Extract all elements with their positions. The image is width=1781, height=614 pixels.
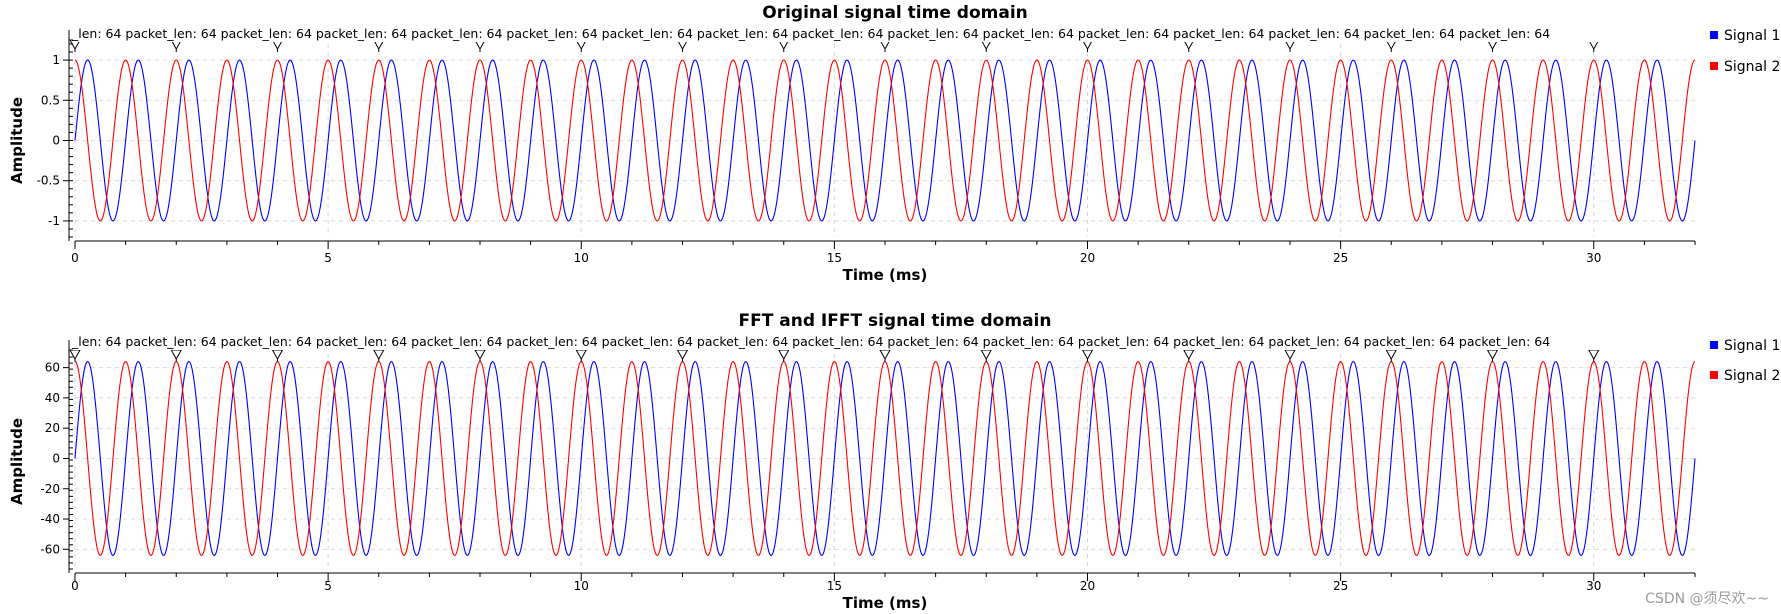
- y-tick-label: 20: [45, 421, 60, 435]
- legend-swatch-2: [1710, 62, 1718, 70]
- y-tick-label: -20: [40, 482, 60, 496]
- y-tick-label: -40: [40, 512, 60, 526]
- x-tick-label: 30: [1586, 579, 1601, 593]
- y-axis-label: Amplitude: [8, 97, 26, 184]
- y-axis-label: Amplitude: [8, 418, 26, 505]
- plot-canvas: [75, 30, 1695, 237]
- legend-label-2: Signal 2: [1724, 59, 1780, 75]
- x-tick-label: 30: [1586, 251, 1601, 265]
- y-tick-label: -60: [40, 542, 60, 556]
- x-tick-label: 0: [71, 251, 79, 265]
- x-tick-label: 15: [827, 579, 842, 593]
- legend-label-2: Signal 2: [1724, 368, 1780, 384]
- x-axis-label: Time (ms): [843, 266, 928, 284]
- series-line-1: [74, 59, 1696, 222]
- x-tick-label: 10: [574, 579, 589, 593]
- tag-text: _len: 64 packet_len: 64 packet_len: 64 p…: [71, 334, 1550, 349]
- x-axis-label: Time (ms): [843, 594, 928, 612]
- legend-label-1: Signal 1: [1724, 338, 1780, 354]
- x-tick-label: 10: [574, 251, 589, 265]
- x-tick-label: 25: [1333, 579, 1348, 593]
- tag-text-background: [73, 333, 1693, 350]
- y-tick-label: 0: [52, 134, 60, 148]
- chart-original-signal[interactable]: Original signal time domain _len: 64 pack…: [0, 0, 1781, 310]
- tag-text-background: [73, 25, 1693, 42]
- x-tick-label: 5: [324, 579, 332, 593]
- time-sink-plot-original[interactable]: Original signal time domain _len: 64 pack…: [0, 0, 1781, 310]
- y-tick-label: 0.5: [41, 93, 60, 107]
- watermark-text: CSDN @须尽欢~~: [1645, 591, 1769, 607]
- legend-swatch-2: [1710, 371, 1718, 379]
- legend-swatch-1: [1710, 341, 1718, 349]
- x-tick-label: 20: [1080, 251, 1095, 265]
- chart-fft-ifft-signal[interactable]: FFT and IFFT signal time domain _len: 64 …: [0, 308, 1781, 614]
- y-tick-label: 60: [45, 361, 60, 375]
- y-tick-label: 1: [52, 53, 60, 67]
- x-tick-label: 25: [1333, 251, 1348, 265]
- chart-title: FFT and IFFT signal time domain: [739, 311, 1052, 331]
- legend-swatch-1: [1710, 31, 1718, 39]
- chart-title: Original signal time domain: [762, 3, 1028, 23]
- tag-text: _len: 64 packet_len: 64 packet_len: 64 p…: [71, 26, 1550, 41]
- series-line-2: [74, 59, 1696, 222]
- y-tick-label: 40: [45, 391, 60, 405]
- y-tick-label: 0: [52, 451, 60, 465]
- series-line-1: [74, 360, 1696, 556]
- y-tick-label: -1: [48, 214, 60, 228]
- y-tick-label: -0.5: [37, 174, 60, 188]
- time-sink-plot-fft-ifft[interactable]: FFT and IFFT signal time domain _len: 64 …: [0, 308, 1781, 614]
- x-tick-label: 0: [71, 579, 79, 593]
- legend-label-1: Signal 1: [1724, 28, 1780, 44]
- x-tick-label: 15: [827, 251, 842, 265]
- x-tick-label: 20: [1080, 579, 1095, 593]
- x-tick-label: 5: [324, 251, 332, 265]
